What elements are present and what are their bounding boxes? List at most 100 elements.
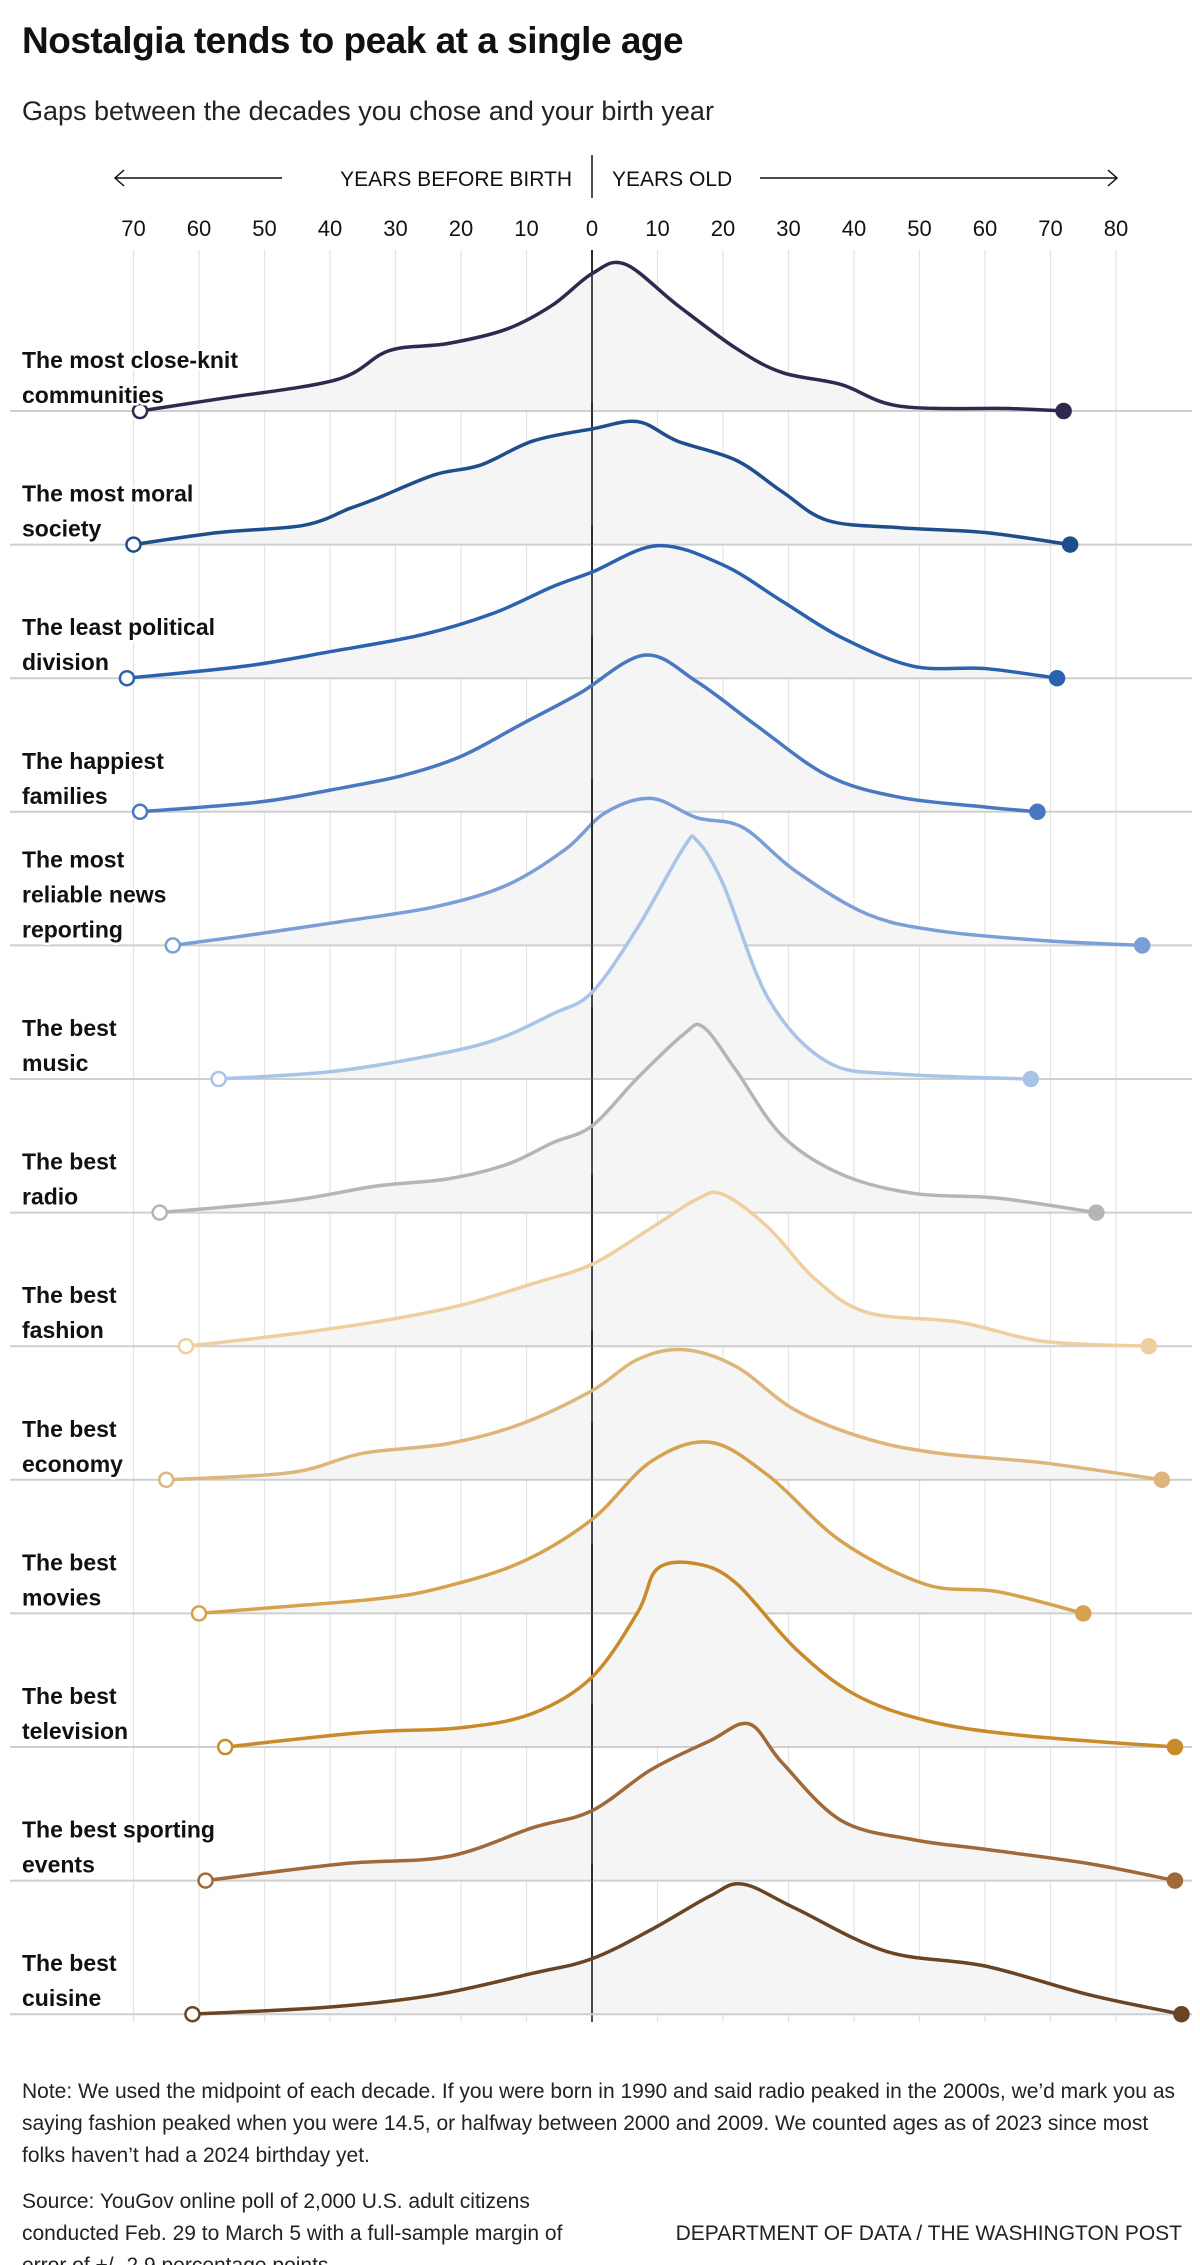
density-line [131, 419, 1072, 547]
ridge-row: The most close-knit communities [10, 250, 1192, 420]
start-marker [164, 937, 182, 954]
start-marker [151, 1204, 168, 1221]
chart-source: Source: YouGov online poll of 2,000 U.S.… [22, 2190, 563, 2265]
ridge-row: The best fashion [10, 1174, 1192, 1355]
density-line [138, 260, 1066, 413]
ridge-row: The happiest families [10, 635, 1192, 821]
series-label: The best sporting [22, 1817, 215, 1843]
series-label: movies [22, 1584, 101, 1610]
x-tick-label: 10 [645, 216, 669, 241]
start-marker [131, 402, 149, 420]
axis-right-label: YEARS OLD [612, 168, 732, 191]
start-marker [158, 1471, 175, 1489]
chart-title: Nostalgia tends to peak at a single age [22, 20, 684, 61]
density-line [138, 653, 1040, 814]
density-line [171, 796, 1144, 948]
x-tick-label: 40 [318, 216, 342, 241]
end-marker [1088, 1204, 1105, 1221]
series-label: music [22, 1050, 89, 1076]
density-line [190, 1881, 1184, 2016]
series-label: The best [22, 1950, 117, 1976]
ridge-row: The best movies [10, 1422, 1192, 1622]
x-tick-label: 10 [514, 216, 538, 241]
series-label: The best [22, 1282, 117, 1308]
ridge-row: The best cuisine [10, 1864, 1192, 2023]
density-area [225, 1562, 1175, 1747]
density-line [184, 1190, 1151, 1348]
start-marker [131, 803, 149, 821]
end-marker [1048, 669, 1066, 687]
series-label: reporting [22, 916, 123, 942]
density-area [140, 262, 1064, 411]
x-tick-label: 70 [1038, 216, 1062, 241]
series-label: television [22, 1718, 128, 1744]
series-label: The best [22, 1683, 117, 1709]
ridge-row: The best sporting events [10, 1703, 1192, 1889]
series-label: families [22, 783, 108, 809]
start-marker [197, 1872, 214, 1889]
start-marker [216, 1738, 234, 1756]
x-tick-label: 70 [121, 216, 145, 241]
series-label: The best [22, 1416, 117, 1442]
series-label: radio [22, 1184, 78, 1210]
end-marker [1173, 2005, 1190, 2023]
density-area [185, 1192, 1149, 1347]
axis-left-label: YEARS BEFORE BIRTH [340, 168, 572, 191]
end-marker [1075, 1605, 1092, 1622]
series-label: economy [22, 1451, 123, 1477]
ridge-row: The best music [10, 820, 1192, 1088]
ridge-row: The least political division [10, 525, 1192, 687]
density-line [203, 1721, 1177, 1883]
ridge-row: The most moral society [10, 401, 1192, 553]
series-label: events [22, 1852, 95, 1878]
density-line [216, 834, 1033, 1081]
density-area [140, 654, 1038, 812]
chart-subtitle: Gaps between the decades you chose and y… [22, 96, 714, 126]
x-tick-label: 30 [383, 216, 407, 241]
end-marker [1166, 1872, 1184, 1889]
start-marker [184, 2005, 201, 2023]
series-label: society [22, 516, 101, 542]
density-area [192, 1883, 1182, 2015]
end-marker [1055, 402, 1072, 420]
series-label: division [22, 649, 109, 675]
series-label: The most moral [22, 481, 193, 507]
series-label: The happiest [22, 748, 164, 774]
density-line [164, 1347, 1164, 1482]
right-arrow-icon [1107, 169, 1119, 187]
x-tick-label: 40 [842, 216, 866, 241]
x-tick-label: 20 [711, 216, 735, 241]
ridge-row: The best radio [10, 1007, 1192, 1221]
end-marker [1061, 536, 1079, 553]
series-label: reliable news [22, 881, 166, 907]
density-area [218, 836, 1031, 1079]
density-line [197, 1440, 1085, 1616]
density-area [133, 421, 1071, 545]
start-marker [190, 1605, 208, 1622]
series-label: cuisine [22, 1985, 101, 2011]
series-label: The least political [22, 614, 215, 640]
x-tick-label: 50 [907, 216, 931, 241]
end-marker [1153, 1471, 1171, 1489]
series-label: The best [22, 1549, 117, 1575]
end-marker [1133, 937, 1151, 954]
series-label: The most [22, 846, 125, 872]
series-label: The best [22, 1015, 117, 1041]
x-tick-label: 30 [776, 216, 800, 241]
x-tick-label: 80 [1104, 216, 1128, 241]
density-area [172, 798, 1143, 946]
chart-note: Note: We used the midpoint of each decad… [22, 2080, 1176, 2167]
chart-credit: DEPARTMENT OF DATA / THE WASHINGTON POST [675, 2222, 1182, 2245]
series-label: communities [22, 382, 164, 408]
start-marker [125, 536, 142, 553]
density-area [166, 1349, 1162, 1480]
start-marker [177, 1337, 195, 1355]
end-marker [1022, 1070, 1040, 1088]
end-marker [1029, 803, 1046, 821]
density-area [199, 1441, 1084, 1614]
left-arrow-icon [113, 169, 125, 187]
x-tick-label: 0 [586, 216, 598, 241]
x-tick-label: 60 [187, 216, 211, 241]
